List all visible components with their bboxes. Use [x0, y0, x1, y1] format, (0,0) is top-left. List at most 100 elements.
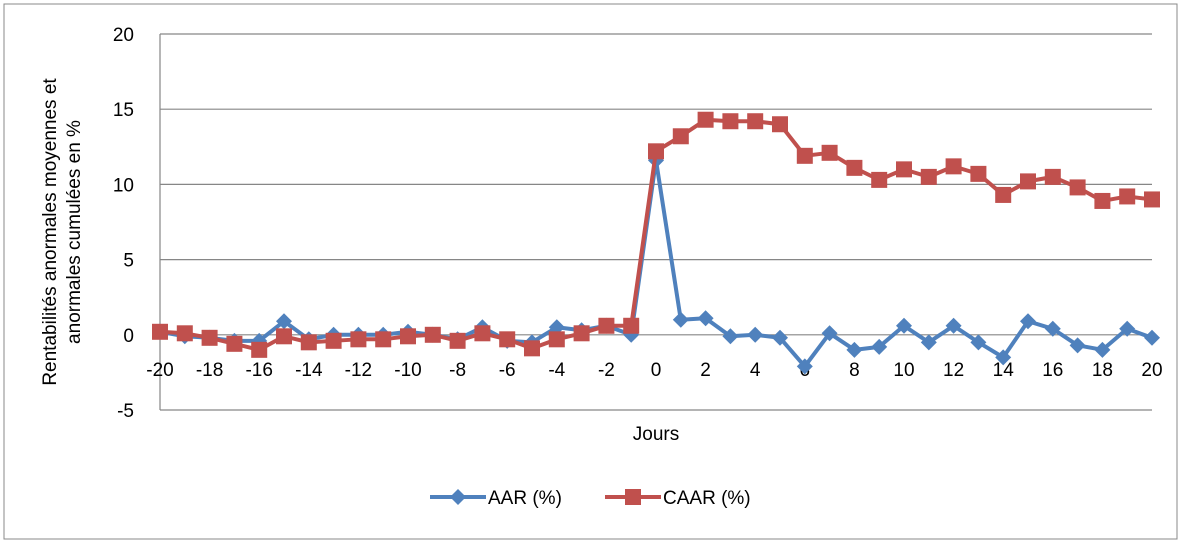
data-point-marker: [672, 128, 689, 145]
data-point-marker: [1044, 320, 1061, 337]
data-point-marker: [474, 325, 491, 342]
chart-border: [3, 3, 1178, 540]
data-point-marker: [1044, 168, 1061, 185]
data-point-marker: [896, 317, 912, 334]
data-point-marker: [524, 340, 540, 357]
data-point-marker: [722, 328, 739, 345]
data-point-marker: [1119, 320, 1136, 337]
data-point-marker: [350, 331, 367, 348]
legend-item-aar: AAR (%): [430, 488, 562, 509]
data-point-marker: [697, 111, 714, 128]
x-tick-label: -10: [394, 360, 421, 381]
data-point-marker: [276, 313, 292, 330]
x-axis-ticks: -20-18-16-14-12-10-8-6-4-202468101214161…: [146, 360, 1162, 381]
legend-label: AAR (%): [488, 488, 562, 509]
y-axis-title-line-2: anormales cumulées en %: [64, 120, 85, 344]
data-point-marker: [821, 325, 838, 342]
y-tick-label: 15: [113, 100, 134, 121]
legend-item-caar: CAAR (%): [605, 488, 751, 509]
data-point-marker: [648, 143, 664, 160]
x-tick-label: -2: [598, 360, 615, 381]
x-tick-label: -18: [196, 360, 223, 381]
data-point-marker: [846, 341, 863, 358]
data-point-marker: [1094, 192, 1111, 209]
x-tick-label: -14: [295, 360, 323, 381]
data-point-marker: [747, 326, 764, 343]
data-point-marker: [772, 116, 788, 133]
x-tick-label: 14: [993, 360, 1015, 381]
x-tick-label: 2: [700, 360, 711, 381]
data-point-marker: [623, 317, 640, 334]
data-point-marker: [796, 147, 813, 164]
y-tick-label: 20: [113, 25, 134, 46]
data-point-marker: [796, 358, 813, 375]
data-point-marker: [995, 186, 1012, 203]
data-point-marker: [176, 325, 193, 342]
data-point-marker: [1144, 191, 1160, 208]
data-point-marker: [573, 325, 590, 342]
data-point-marker: [499, 331, 516, 348]
data-point-marker: [945, 158, 962, 175]
data-point-marker: [300, 334, 317, 351]
data-point-marker: [846, 159, 863, 176]
y-axis-ticks: 20 15 10 5 0 -5: [113, 25, 134, 422]
data-point-marker: [871, 171, 888, 188]
data-point-marker: [1144, 329, 1160, 346]
y-tick-label: 10: [113, 175, 134, 196]
data-point-marker: [375, 331, 392, 348]
data-point-marker: [424, 326, 441, 343]
data-point-marker: [920, 168, 937, 185]
data-point-marker: [548, 331, 565, 348]
data-point-marker: [1069, 179, 1086, 196]
data-point-marker: [152, 323, 168, 340]
data-point-marker: [970, 334, 987, 351]
data-point-marker: [598, 317, 615, 334]
data-point-marker: [548, 319, 565, 336]
data-point-marker: [970, 165, 987, 182]
x-tick-label: 20: [1141, 360, 1162, 381]
x-tick-label: -6: [499, 360, 516, 381]
data-point-marker: [276, 328, 292, 345]
x-tick-label: 8: [849, 360, 860, 381]
data-point-marker: [449, 332, 466, 349]
data-point-marker: [201, 329, 218, 346]
data-point-marker: [1119, 188, 1136, 205]
y-axis-title-line-1: Rentabilités anormales moyennes et: [40, 78, 61, 386]
series-layer: [152, 111, 1160, 375]
x-tick-label: -4: [548, 360, 565, 381]
legend: AAR (%) CAAR (%): [430, 488, 751, 509]
data-point-marker: [722, 113, 739, 130]
x-tick-label: -20: [146, 360, 173, 381]
data-point-marker: [871, 338, 888, 355]
x-axis-title: Jours: [633, 424, 679, 445]
x-tick-label: 4: [750, 360, 761, 381]
data-point-marker: [325, 332, 342, 349]
data-point-marker: [226, 335, 243, 352]
data-point-marker: [400, 328, 416, 345]
data-point-marker: [772, 329, 788, 346]
data-point-marker: [945, 317, 962, 334]
x-tick-label: 12: [943, 360, 964, 381]
y-tick-label: 5: [123, 251, 134, 272]
legend-diamond-marker: [450, 489, 466, 505]
data-point-marker: [920, 334, 937, 351]
series-caar: [152, 111, 1160, 358]
data-point-marker: [1020, 173, 1036, 190]
x-tick-label: 18: [1092, 360, 1113, 381]
x-tick-label: 16: [1042, 360, 1063, 381]
data-point-marker: [697, 310, 714, 327]
data-point-marker: [672, 311, 689, 328]
data-point-marker: [1020, 313, 1036, 330]
legend-label: CAAR (%): [663, 488, 751, 509]
y-tick-label: 0: [123, 326, 134, 347]
data-point-marker: [1094, 341, 1111, 358]
data-point-marker: [821, 144, 838, 161]
x-tick-label: -16: [245, 360, 272, 381]
x-tick-label: 0: [651, 360, 662, 381]
data-point-marker: [896, 161, 912, 178]
x-tick-label: 10: [893, 360, 914, 381]
data-point-marker: [251, 341, 268, 358]
data-point-marker: [1069, 337, 1086, 354]
